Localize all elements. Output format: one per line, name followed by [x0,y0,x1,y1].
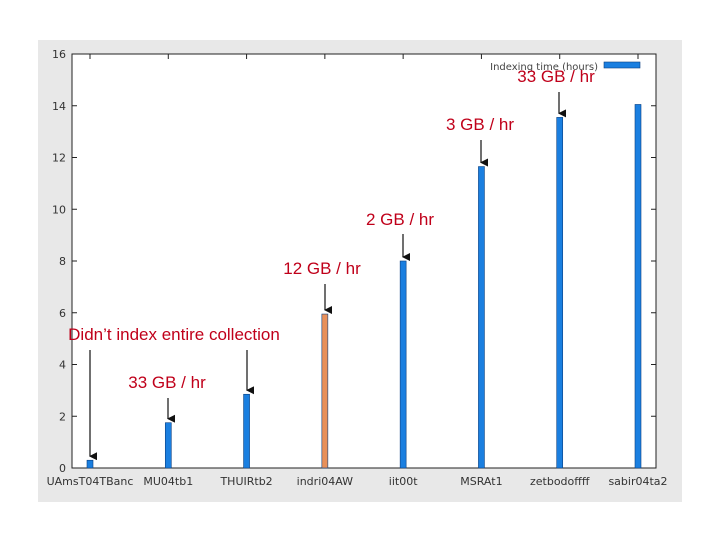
legend-label: Indexing time (hours) [490,62,598,73]
plot-area [71,53,657,469]
y-tick-label: 16 [52,48,66,61]
bar-MU04tb1 [164,422,172,469]
x-tick-label: MU04tb1 [143,475,193,488]
y-tick-label: 10 [52,203,66,216]
annotation-label: 33 GB / hr [517,67,595,86]
bar-indri04AW [321,313,329,469]
annotation-label: 2 GB / hr [366,210,434,229]
bar-MSRAt1 [478,166,485,469]
annotation-label: 33 GB / hr [128,373,206,392]
bar-THUIRtb2 [243,393,250,469]
x-tick-label: iit00t [389,475,418,488]
y-tick-label: 4 [59,359,66,372]
bar-sabir04ta2 [634,104,642,469]
x-tick-label: indri04AW [297,475,354,488]
y-tick-label: 8 [59,255,66,268]
bar-UAmsT04TBanc [86,459,94,469]
x-tick-label: MSRAt1 [460,475,502,488]
y-tick-label: 6 [59,307,66,320]
annotation-label: 12 GB / hr [283,259,361,278]
bar-zetbodoffff [556,117,564,469]
x-tick-label: THUIRtb2 [219,475,272,488]
x-tick-label: UAmsT04TBanc [47,475,134,488]
y-tick-label: 0 [59,462,66,475]
x-tick-label: sabir04ta2 [608,475,667,488]
y-tick-label: 14 [52,100,66,113]
bar-iit00t [399,260,407,469]
annotation-label: 3 GB / hr [446,115,514,134]
y-tick-label: 12 [52,152,66,165]
y-tick-label: 2 [59,410,66,423]
x-tick-label: zetbodoffff [530,475,590,488]
annotation-label: Didn’t index entire collection [68,325,280,344]
legend-swatch [603,61,641,69]
